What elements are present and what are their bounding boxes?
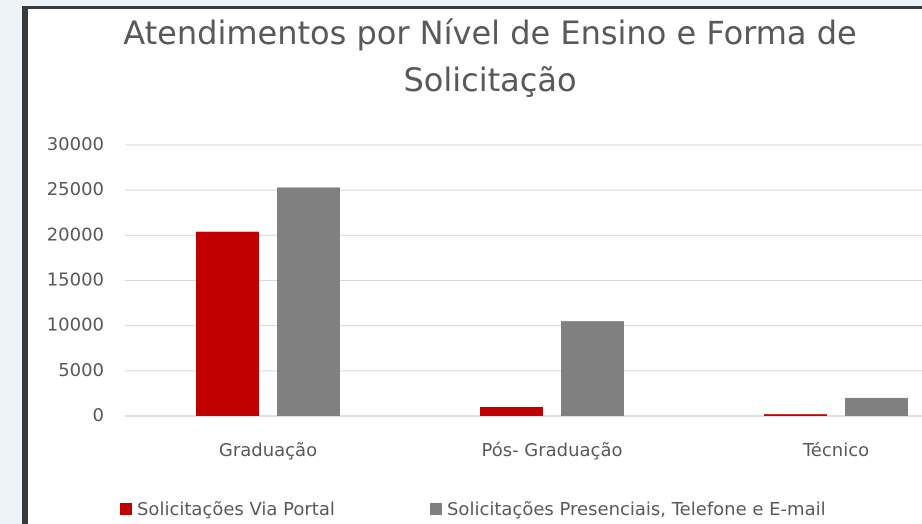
bar [845, 397, 908, 416]
legend-swatch [430, 503, 442, 515]
legend-label: Solicitações Presenciais, Telefone e E-m… [447, 499, 826, 520]
x-tick-label: Graduação [219, 440, 317, 461]
x-tick-label: Pós- Graduação [481, 440, 622, 461]
chart-frame [22, 6, 922, 524]
y-tick-label: 5000 [58, 360, 104, 381]
bar [196, 231, 259, 416]
bar [561, 321, 624, 416]
x-tick-label: Técnico [802, 440, 869, 461]
y-tick-label: 10000 [47, 315, 104, 336]
y-tick-label: 0 [93, 405, 104, 426]
legend-swatch [120, 503, 132, 515]
chart-title: Atendimentos por Nível de Ensino e Forma… [123, 14, 857, 99]
bar [764, 414, 827, 416]
bar [277, 187, 340, 416]
bar [480, 406, 543, 416]
y-tick-label: 15000 [47, 270, 104, 291]
y-tick-label: 25000 [47, 179, 104, 200]
y-tick-label: 20000 [47, 224, 104, 245]
legend-label: Solicitações Via Portal [137, 499, 335, 520]
y-tick-label: 30000 [47, 134, 104, 155]
